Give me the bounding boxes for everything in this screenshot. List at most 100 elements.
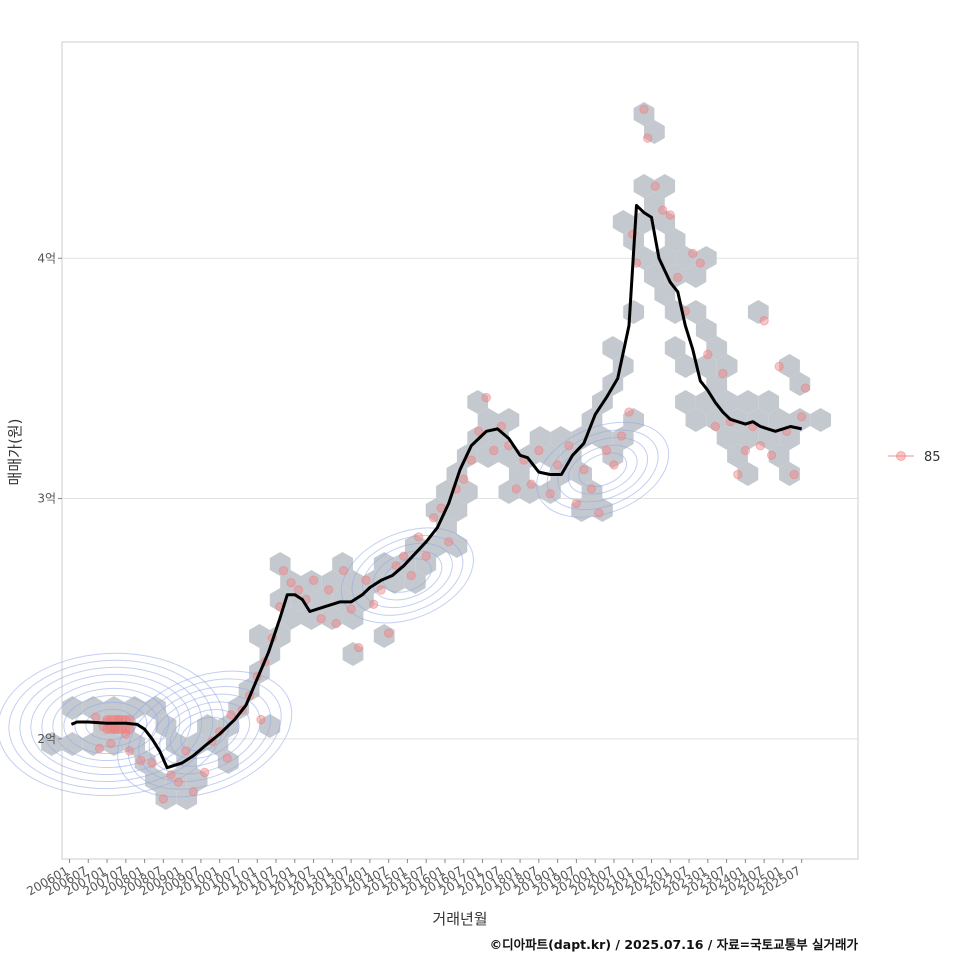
x-axis: 2006012006072007012007072008012008072009… [24, 859, 803, 899]
scatter-point [571, 498, 582, 509]
hex-cell-67 [654, 210, 676, 234]
hex-cell-111 [498, 444, 520, 468]
hex-cell-128 [664, 228, 686, 252]
scatter-point [331, 618, 341, 629]
scatter-point [609, 460, 619, 470]
density-contour-13 [138, 686, 272, 783]
hex-cell-135 [695, 318, 717, 342]
scatter-point [658, 205, 668, 215]
hex-cell-22 [280, 570, 301, 594]
hex-cell-140 [685, 408, 707, 432]
hex-cell-65 [654, 174, 676, 198]
scatter-point [338, 565, 349, 576]
scatter-point [94, 743, 105, 754]
scatter-point [789, 469, 799, 480]
hex-cell-93 [145, 696, 166, 720]
density-contour-25 [536, 421, 670, 518]
density-contour-24 [546, 429, 659, 511]
density-contour-12 [148, 693, 261, 775]
hex-cell-147 [810, 408, 831, 432]
scatter-point [188, 787, 199, 797]
y-tick-label-2: 4억 [37, 251, 56, 265]
hex-cell-21 [269, 552, 291, 576]
density-contour-5 [30, 673, 192, 776]
scatter-point [552, 460, 563, 470]
hex-cell-51 [540, 480, 561, 504]
hex-cell-70 [675, 246, 696, 270]
scatter-point [695, 258, 706, 268]
scatter-point [586, 484, 597, 494]
scatter-point [481, 392, 491, 403]
hex-cell-52 [540, 444, 561, 468]
hex-cell-45 [477, 444, 499, 468]
hex-cell-134 [675, 354, 696, 378]
density-contour-8 [0, 652, 225, 797]
hex-cell-94 [155, 714, 177, 738]
hex-cell-112 [508, 462, 530, 486]
scatter-point [222, 753, 232, 763]
scatter-point [444, 537, 454, 547]
scatter-point [398, 551, 409, 561]
hex-cell-143 [737, 390, 759, 414]
hex-cell-133 [685, 300, 707, 324]
scatter-point [346, 604, 356, 614]
hex-cell-25 [301, 606, 322, 630]
hex-cell-146 [768, 408, 790, 432]
scatter-point [256, 714, 266, 725]
scatter-point [766, 450, 777, 461]
scatter-point [391, 561, 401, 571]
density-contour-3 [52, 687, 170, 762]
scatter-point [639, 104, 649, 114]
hex-cell-131 [685, 264, 707, 288]
hex-cell-117 [592, 426, 613, 450]
hex-cell-62 [633, 246, 655, 270]
hex-cell-76 [737, 462, 759, 486]
scatter-point [624, 407, 634, 417]
density-contour-layer [0, 421, 670, 798]
scatter-point [545, 489, 555, 499]
hex-cell-48 [498, 480, 520, 504]
scatter-point [147, 758, 157, 768]
hex-cell-145 [758, 390, 780, 414]
hex-cell-4 [124, 732, 146, 756]
scatter-point [166, 770, 176, 780]
scatter-point [91, 712, 101, 722]
scatter-point [534, 445, 544, 456]
hex-cell-33 [373, 624, 395, 648]
hex-cell-72 [706, 336, 728, 360]
hex-cell-9 [176, 786, 198, 810]
scatter-point [278, 565, 289, 576]
scatter-point [323, 585, 334, 595]
hex-cell-6 [155, 786, 177, 810]
scatter-point [406, 570, 416, 581]
source-caption: ©디아파트(dapt.kr) / 2025.07.16 / 자료=국토교통부 실… [489, 937, 858, 952]
hex-cell-124 [612, 210, 634, 234]
density-contour-1 [74, 701, 148, 747]
hex-cell-100 [280, 606, 301, 630]
scatter-point [286, 577, 296, 588]
scatter-point [124, 746, 135, 756]
x-axis-title: 거래년월 [432, 910, 487, 928]
scatter-point [601, 445, 612, 456]
scatter-point [474, 426, 484, 436]
legend-marker [896, 451, 906, 461]
hex-cell-137 [695, 354, 717, 378]
hex-cell-27 [321, 606, 343, 630]
density-contour-7 [8, 659, 214, 790]
scatter-point [136, 755, 146, 766]
hex-cell-47 [488, 426, 509, 450]
hex-cell-130 [654, 282, 676, 306]
hex-cell-64 [644, 120, 665, 144]
hex-cell-144 [737, 426, 759, 450]
scatter-point [199, 767, 210, 778]
scatter-point [106, 738, 116, 749]
scatter-point [718, 368, 728, 379]
density-contour-4 [41, 680, 181, 769]
hex-cell-77 [727, 444, 748, 468]
hex-cell-32 [353, 588, 374, 612]
scatter-point [579, 465, 589, 475]
density-contour-23 [557, 437, 649, 503]
hex-cell-127 [644, 264, 665, 288]
hex-cell-109 [456, 480, 478, 504]
hex-cell-110 [477, 408, 499, 432]
